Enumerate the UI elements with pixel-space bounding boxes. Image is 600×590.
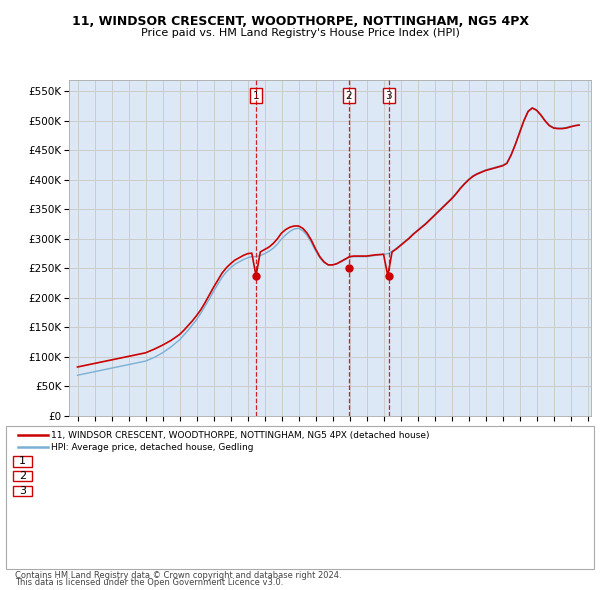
Text: 2: 2 (19, 471, 26, 481)
Text: This data is licensed under the Open Government Licence v3.0.: This data is licensed under the Open Gov… (15, 578, 283, 588)
Text: £237,500: £237,500 (180, 457, 229, 466)
Text: 19% ↑ HPI: 19% ↑ HPI (300, 457, 355, 466)
Text: 3: 3 (386, 91, 392, 100)
Text: 11, WINDSOR CRESCENT, WOODTHORPE, NOTTINGHAM, NG5 4PX: 11, WINDSOR CRESCENT, WOODTHORPE, NOTTIN… (71, 15, 529, 28)
Text: 2: 2 (346, 91, 352, 100)
Text: 15-DEC-2010: 15-DEC-2010 (47, 471, 116, 481)
Text: Price paid vs. HM Land Registry's House Price Index (HPI): Price paid vs. HM Land Registry's House … (140, 28, 460, 38)
Text: 26% ↑ HPI: 26% ↑ HPI (300, 486, 355, 496)
Text: 3: 3 (19, 486, 26, 496)
Text: HPI: Average price, detached house, Gedling: HPI: Average price, detached house, Gedl… (51, 442, 254, 452)
Text: 11, WINDSOR CRESCENT, WOODTHORPE, NOTTINGHAM, NG5 4PX (detached house): 11, WINDSOR CRESCENT, WOODTHORPE, NOTTIN… (51, 431, 430, 440)
Text: 1: 1 (19, 457, 26, 466)
Text: 1: 1 (253, 91, 259, 100)
Text: 32% ↑ HPI: 32% ↑ HPI (300, 471, 355, 481)
Text: £237,500: £237,500 (180, 486, 229, 496)
Text: £250,000: £250,000 (180, 471, 229, 481)
Text: Contains HM Land Registry data © Crown copyright and database right 2024.: Contains HM Land Registry data © Crown c… (15, 571, 341, 580)
Text: 30-JUN-2005: 30-JUN-2005 (47, 457, 113, 466)
Text: 22-APR-2013: 22-APR-2013 (47, 486, 114, 496)
